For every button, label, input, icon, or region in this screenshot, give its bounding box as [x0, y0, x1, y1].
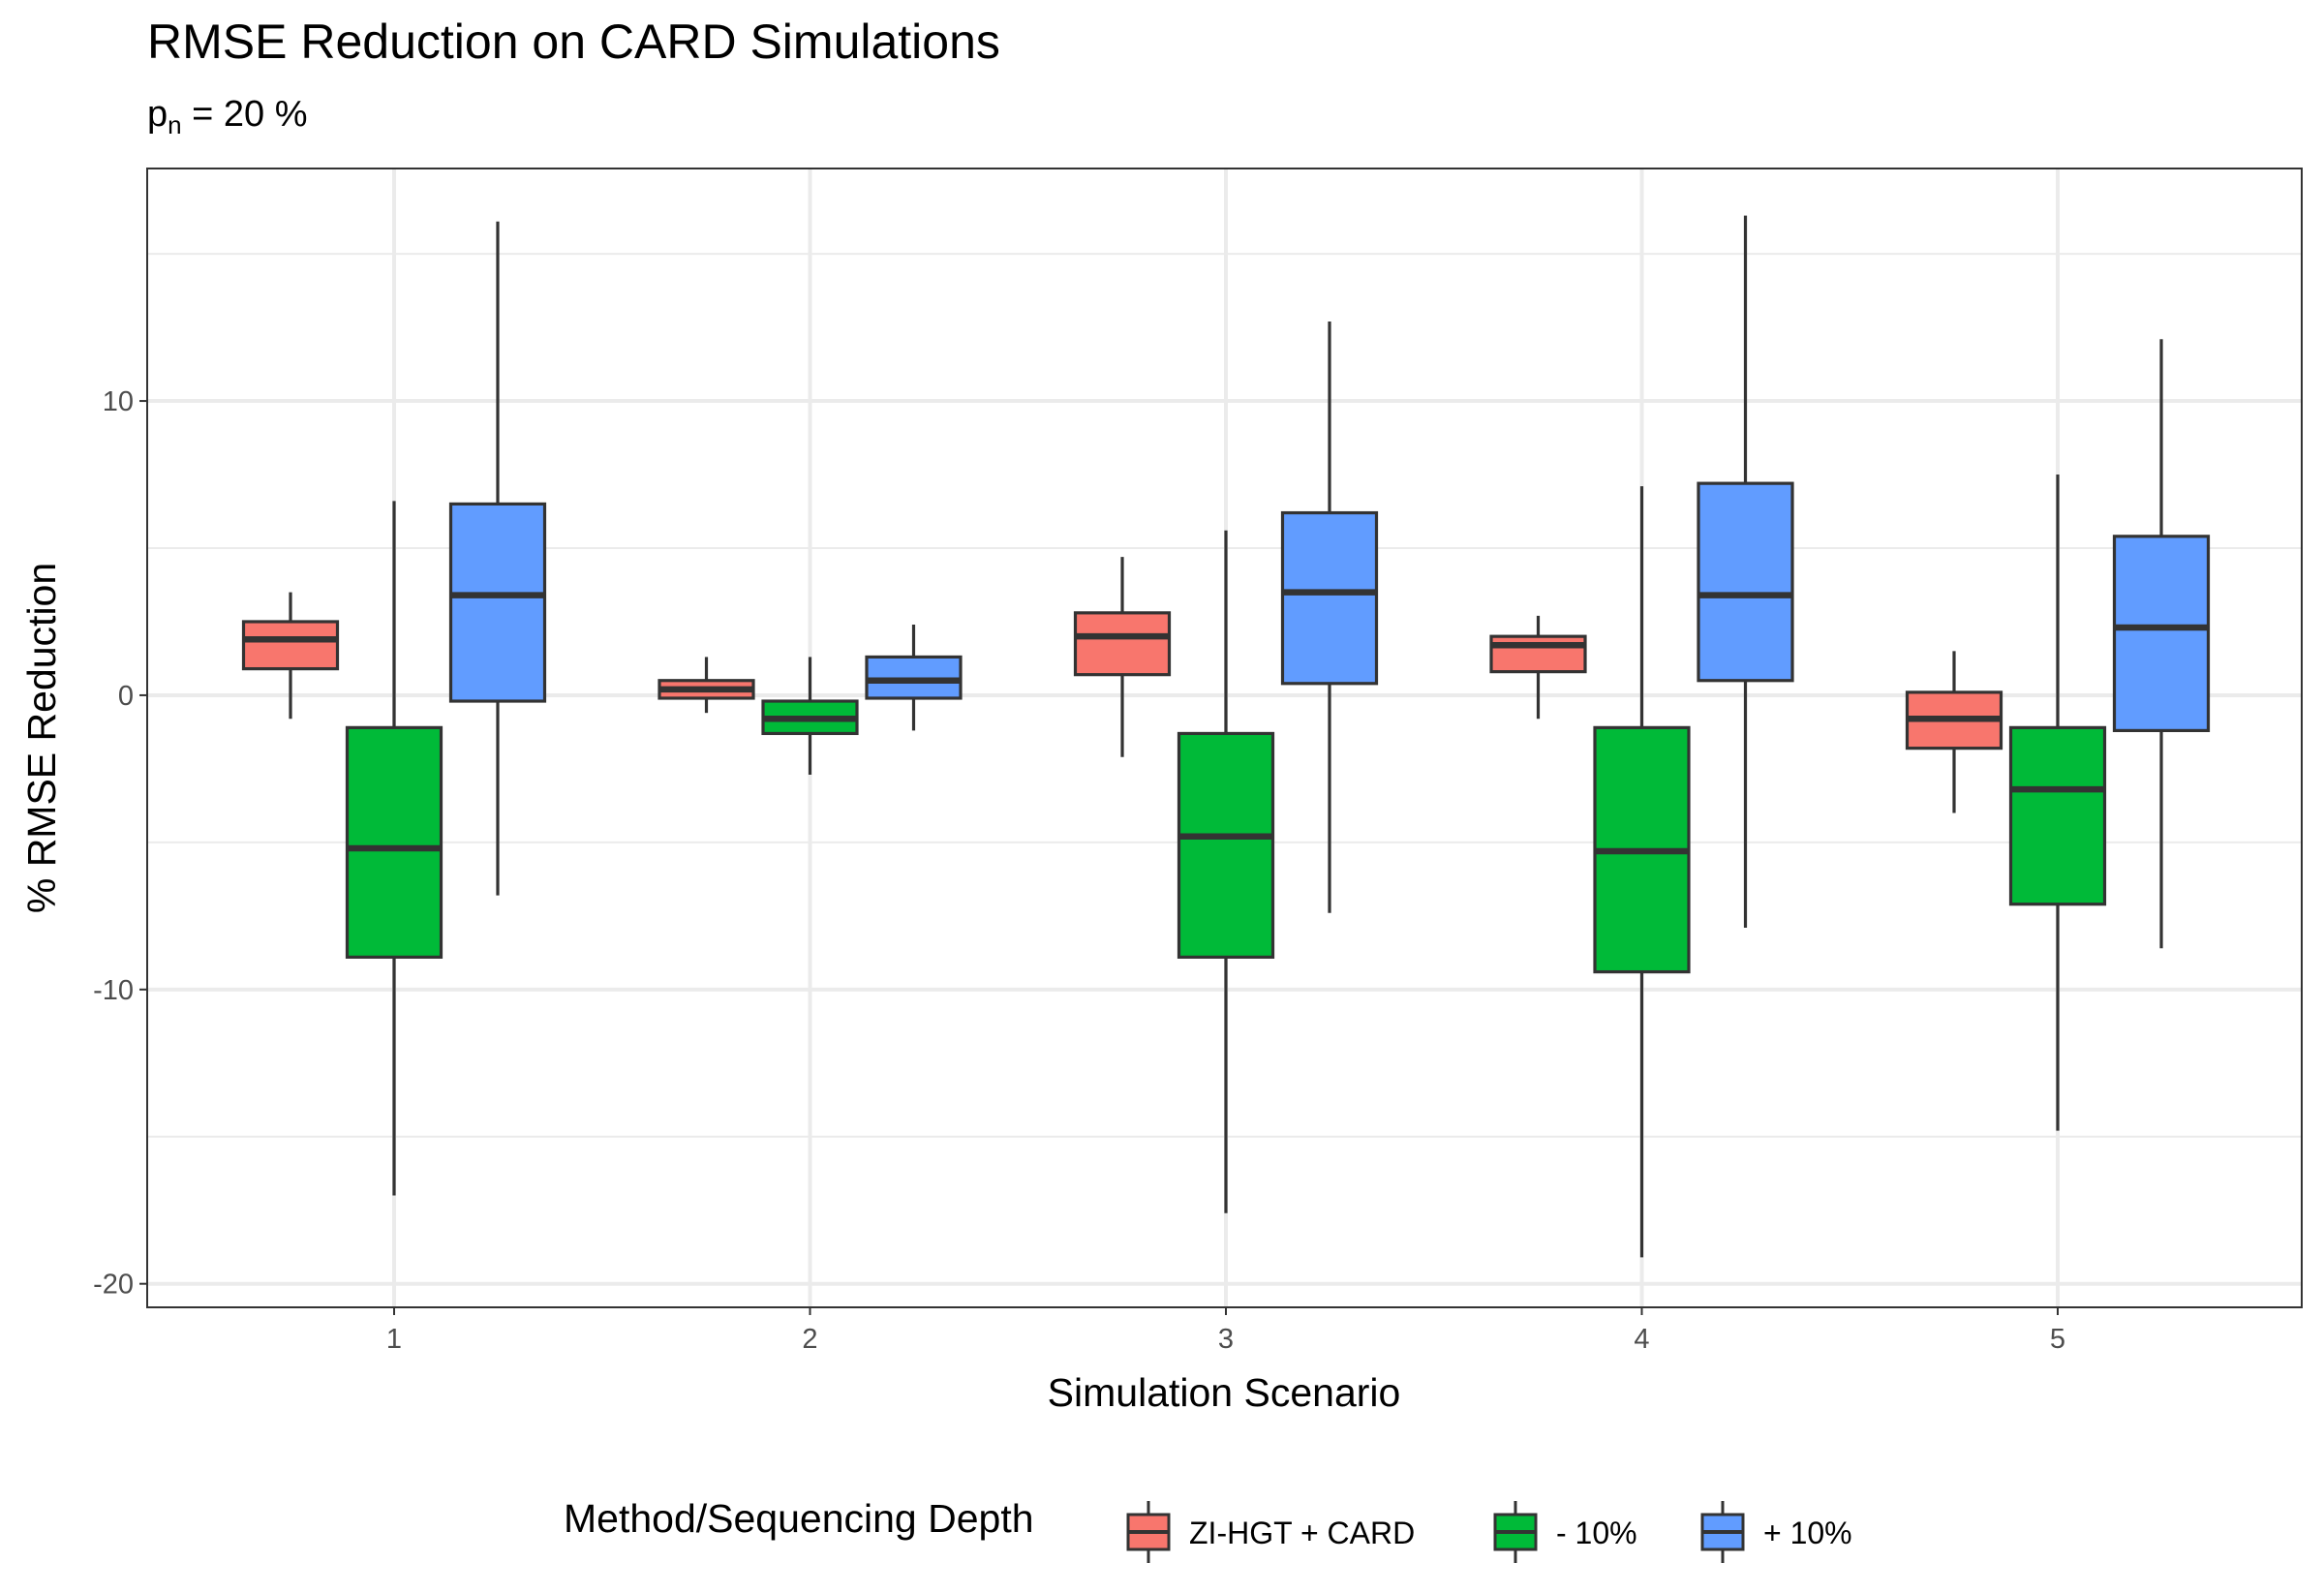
box-0-2	[1073, 557, 1172, 757]
box-iqr	[1489, 634, 1587, 674]
series-0	[241, 557, 2003, 813]
box-0-3	[1489, 615, 1587, 720]
subtitle-rest: = 20 %	[182, 94, 308, 135]
subtitle-base: p	[147, 94, 168, 135]
box-iqr	[2008, 725, 2107, 906]
box-iqr	[448, 502, 547, 703]
box-iqr	[1177, 731, 1275, 959]
y-axis-label: % RMSE Reduction	[19, 563, 64, 913]
x-tick-label: 5	[2050, 1324, 2065, 1355]
box-0-1	[657, 657, 755, 714]
box-1-4	[2008, 475, 2107, 1131]
box-1-3	[1593, 486, 1691, 1258]
legend: Method/Sequencing Depth ZI-HGT + CARD - 1…	[564, 1496, 1852, 1563]
plot-border	[146, 168, 2303, 1308]
y-tick-label: 0	[118, 681, 134, 712]
legend-label: ZI-HGT + CARD	[1189, 1516, 1415, 1550]
box-0-4	[1905, 651, 2003, 813]
x-tick-label: 2	[802, 1324, 817, 1355]
box-2-4	[2112, 339, 2211, 949]
box-series	[241, 215, 2211, 1258]
box-1-2	[1177, 530, 1275, 1213]
legend-item-2: + 10%	[1700, 1501, 1852, 1563]
x-axis-ticks: 1 2 3 4 5	[386, 1307, 2065, 1355]
box-1-0	[345, 501, 443, 1196]
x-tick-label: 1	[386, 1324, 402, 1355]
box-2-3	[1697, 215, 1794, 928]
box-2-1	[865, 625, 963, 731]
x-tick-label: 3	[1218, 1324, 1234, 1355]
x-axis-label: Simulation Scenario	[1048, 1370, 1401, 1415]
chart-title: RMSE Reduction on CARD Simulations	[147, 15, 1000, 69]
subtitle-subscript: n	[168, 110, 181, 139]
box-iqr	[1697, 481, 1794, 683]
legend-title: Method/Sequencing Depth	[564, 1496, 1034, 1541]
box-2-0	[448, 221, 547, 896]
legend-label: - 10%	[1556, 1516, 1637, 1550]
legend-items: ZI-HGT + CARD - 10% + 10%	[1126, 1501, 1852, 1563]
box-iqr	[241, 620, 340, 671]
legend-item-0: ZI-HGT + CARD	[1126, 1501, 1415, 1563]
box-iqr	[1073, 611, 1172, 677]
y-tick-label: 10	[103, 386, 134, 417]
legend-item-1: - 10%	[1493, 1501, 1637, 1563]
y-tick-label: -20	[93, 1270, 134, 1301]
series-1	[345, 475, 2107, 1258]
box-iqr	[1280, 510, 1379, 686]
box-iqr	[2112, 535, 2211, 733]
box-iqr	[345, 725, 443, 959]
box-0-0	[241, 592, 340, 720]
y-axis-ticks: -20 -10 0 10	[93, 386, 147, 1301]
y-tick-label: -10	[93, 975, 134, 1006]
box-1-1	[761, 657, 859, 775]
chart-subtitle: pn = 20 %	[147, 94, 308, 139]
legend-label: + 10%	[1763, 1516, 1852, 1550]
box-2-2	[1280, 322, 1379, 913]
x-tick-label: 4	[1634, 1324, 1649, 1355]
series-2	[448, 215, 2211, 949]
